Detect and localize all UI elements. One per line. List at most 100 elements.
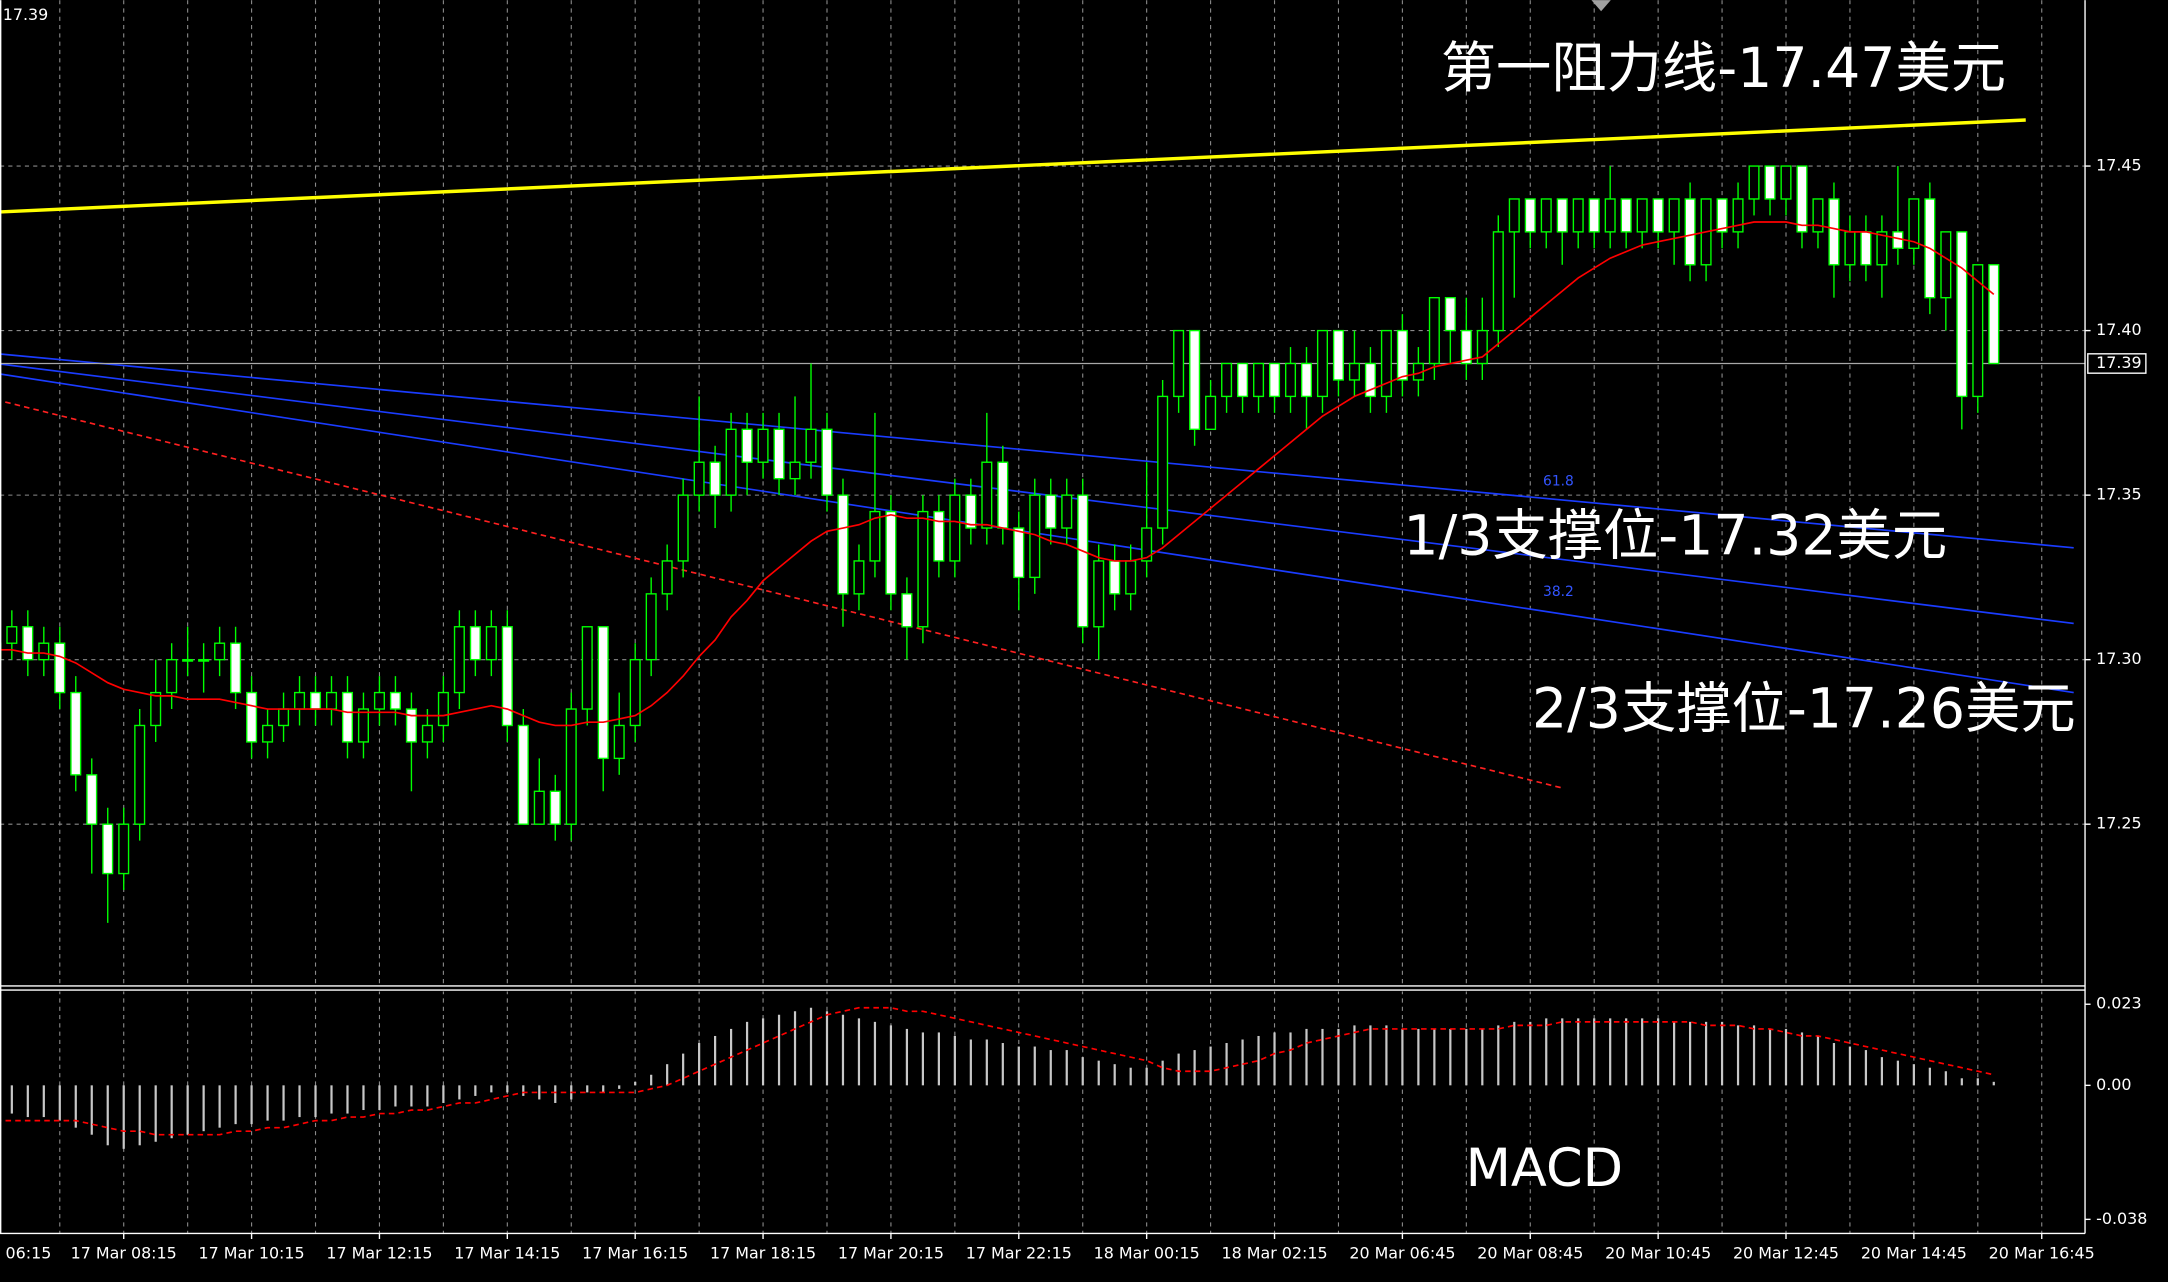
x-tick-label: 17 Mar 08:15	[71, 1244, 177, 1263]
trend-line	[0, 353, 2074, 549]
y-tick-label: 0.023	[2096, 994, 2142, 1013]
candle-body	[437, 691, 449, 727]
candle-body	[661, 560, 673, 595]
x-tick-label: 17 Mar 22:15	[966, 1244, 1072, 1263]
candle-body	[1956, 231, 1968, 398]
candle-body	[118, 823, 130, 875]
candle-body	[1061, 494, 1073, 529]
candle-body	[677, 494, 689, 562]
candle-body	[182, 658, 194, 662]
candle-body	[294, 691, 306, 710]
candle-body	[102, 823, 114, 875]
candle-body	[1141, 527, 1153, 562]
candle-body	[1460, 329, 1472, 365]
candle-body	[1588, 198, 1600, 233]
candle-body	[389, 691, 401, 710]
trend-line	[0, 399, 1563, 789]
candle-body	[549, 790, 561, 825]
candle-body	[1940, 231, 1952, 299]
x-tick-label: 18 Mar 00:15	[1094, 1244, 1200, 1263]
candle-body	[1364, 362, 1376, 398]
candle-body	[613, 724, 625, 760]
candle-body	[1604, 198, 1616, 233]
candle-body	[1268, 362, 1281, 398]
candle-body	[757, 428, 769, 463]
candle-body	[1444, 296, 1456, 332]
candle-body	[997, 461, 1009, 529]
candle-body	[1716, 198, 1728, 233]
candle-body	[1684, 198, 1696, 266]
x-tick-label: 17 Mar 14:15	[454, 1244, 560, 1263]
x-tick-label: 20 Mar 10:45	[1605, 1244, 1711, 1263]
x-tick-label: 20 Mar 12:45	[1733, 1244, 1839, 1263]
candle-body	[309, 691, 322, 710]
x-tick-label: 17 Mar 16:15	[582, 1244, 688, 1263]
candle-body	[1093, 560, 1105, 628]
candle-body	[1732, 198, 1744, 233]
x-tick-label: 17 Mar 12:15	[326, 1244, 432, 1263]
moving-average	[0, 221, 1995, 727]
top-price: 17.39	[3, 5, 49, 24]
candle-body	[1972, 264, 1984, 398]
candle-body	[693, 461, 705, 496]
candle-body	[1780, 165, 1792, 200]
candle-body	[485, 626, 497, 661]
candle-body	[1524, 198, 1536, 233]
candle-body	[1077, 494, 1089, 628]
candle-body	[1125, 560, 1137, 595]
candle-body	[1620, 198, 1632, 233]
candle-body	[1428, 296, 1440, 365]
candle-body	[6, 626, 18, 644]
fib-label: 38.2	[1543, 584, 1574, 600]
candle-body	[1380, 329, 1392, 398]
fib-label: 61.8	[1543, 473, 1574, 489]
candle-body	[1332, 329, 1344, 381]
candle-body	[805, 428, 817, 463]
candle-body	[645, 593, 657, 661]
indicator-title: MACD	[1466, 1138, 1623, 1199]
candle-body	[821, 428, 833, 496]
y-tick-label: 17.30	[2096, 649, 2142, 668]
price-box	[2087, 353, 2147, 374]
candle-body	[214, 642, 226, 661]
candle-body	[1876, 231, 1888, 266]
candle-body	[1764, 165, 1776, 200]
x-tick-label: 18 Mar 02:15	[1221, 1244, 1327, 1263]
candle-body	[1157, 395, 1169, 529]
annotation: 1/3支撑位-17.32美元	[1403, 505, 1947, 569]
candle-body	[198, 658, 210, 662]
candle-body	[1636, 198, 1648, 233]
candle-body	[405, 708, 417, 743]
candle-body	[1189, 329, 1201, 431]
price-panel	[0, 0, 2086, 985]
candle-body	[1492, 231, 1504, 332]
candle-body	[38, 642, 50, 661]
candle-body	[789, 461, 801, 480]
candle-body	[901, 593, 913, 628]
candle-body	[629, 658, 641, 727]
candle-body	[1348, 362, 1360, 381]
candle-body	[373, 691, 385, 710]
candle-body	[501, 626, 513, 727]
candle-body	[1572, 198, 1584, 233]
x-tick-label: 20 Mar 16:45	[1989, 1244, 2095, 1263]
y-tick-label: 17.45	[2096, 156, 2142, 175]
candle-body	[709, 461, 721, 496]
candle-body	[1045, 494, 1057, 529]
y-tick-label: 17.25	[2096, 814, 2142, 833]
candle-body	[1013, 527, 1025, 579]
candle-body	[565, 708, 577, 825]
y-tick-label: -0.038	[2096, 1209, 2147, 1228]
candle-body	[1237, 362, 1249, 398]
candle-body	[357, 708, 370, 743]
candle-body	[1221, 362, 1233, 398]
candle-body	[246, 691, 258, 743]
candle-body	[341, 691, 354, 743]
x-tick-label: 20 Mar 08:45	[1477, 1244, 1583, 1263]
candle-body	[981, 461, 993, 529]
candle-body	[54, 642, 66, 694]
x-tick-label: 17 Mar 18:15	[710, 1244, 816, 1263]
shift-marker	[1591, 0, 1611, 12]
candle-body	[1748, 165, 1760, 200]
